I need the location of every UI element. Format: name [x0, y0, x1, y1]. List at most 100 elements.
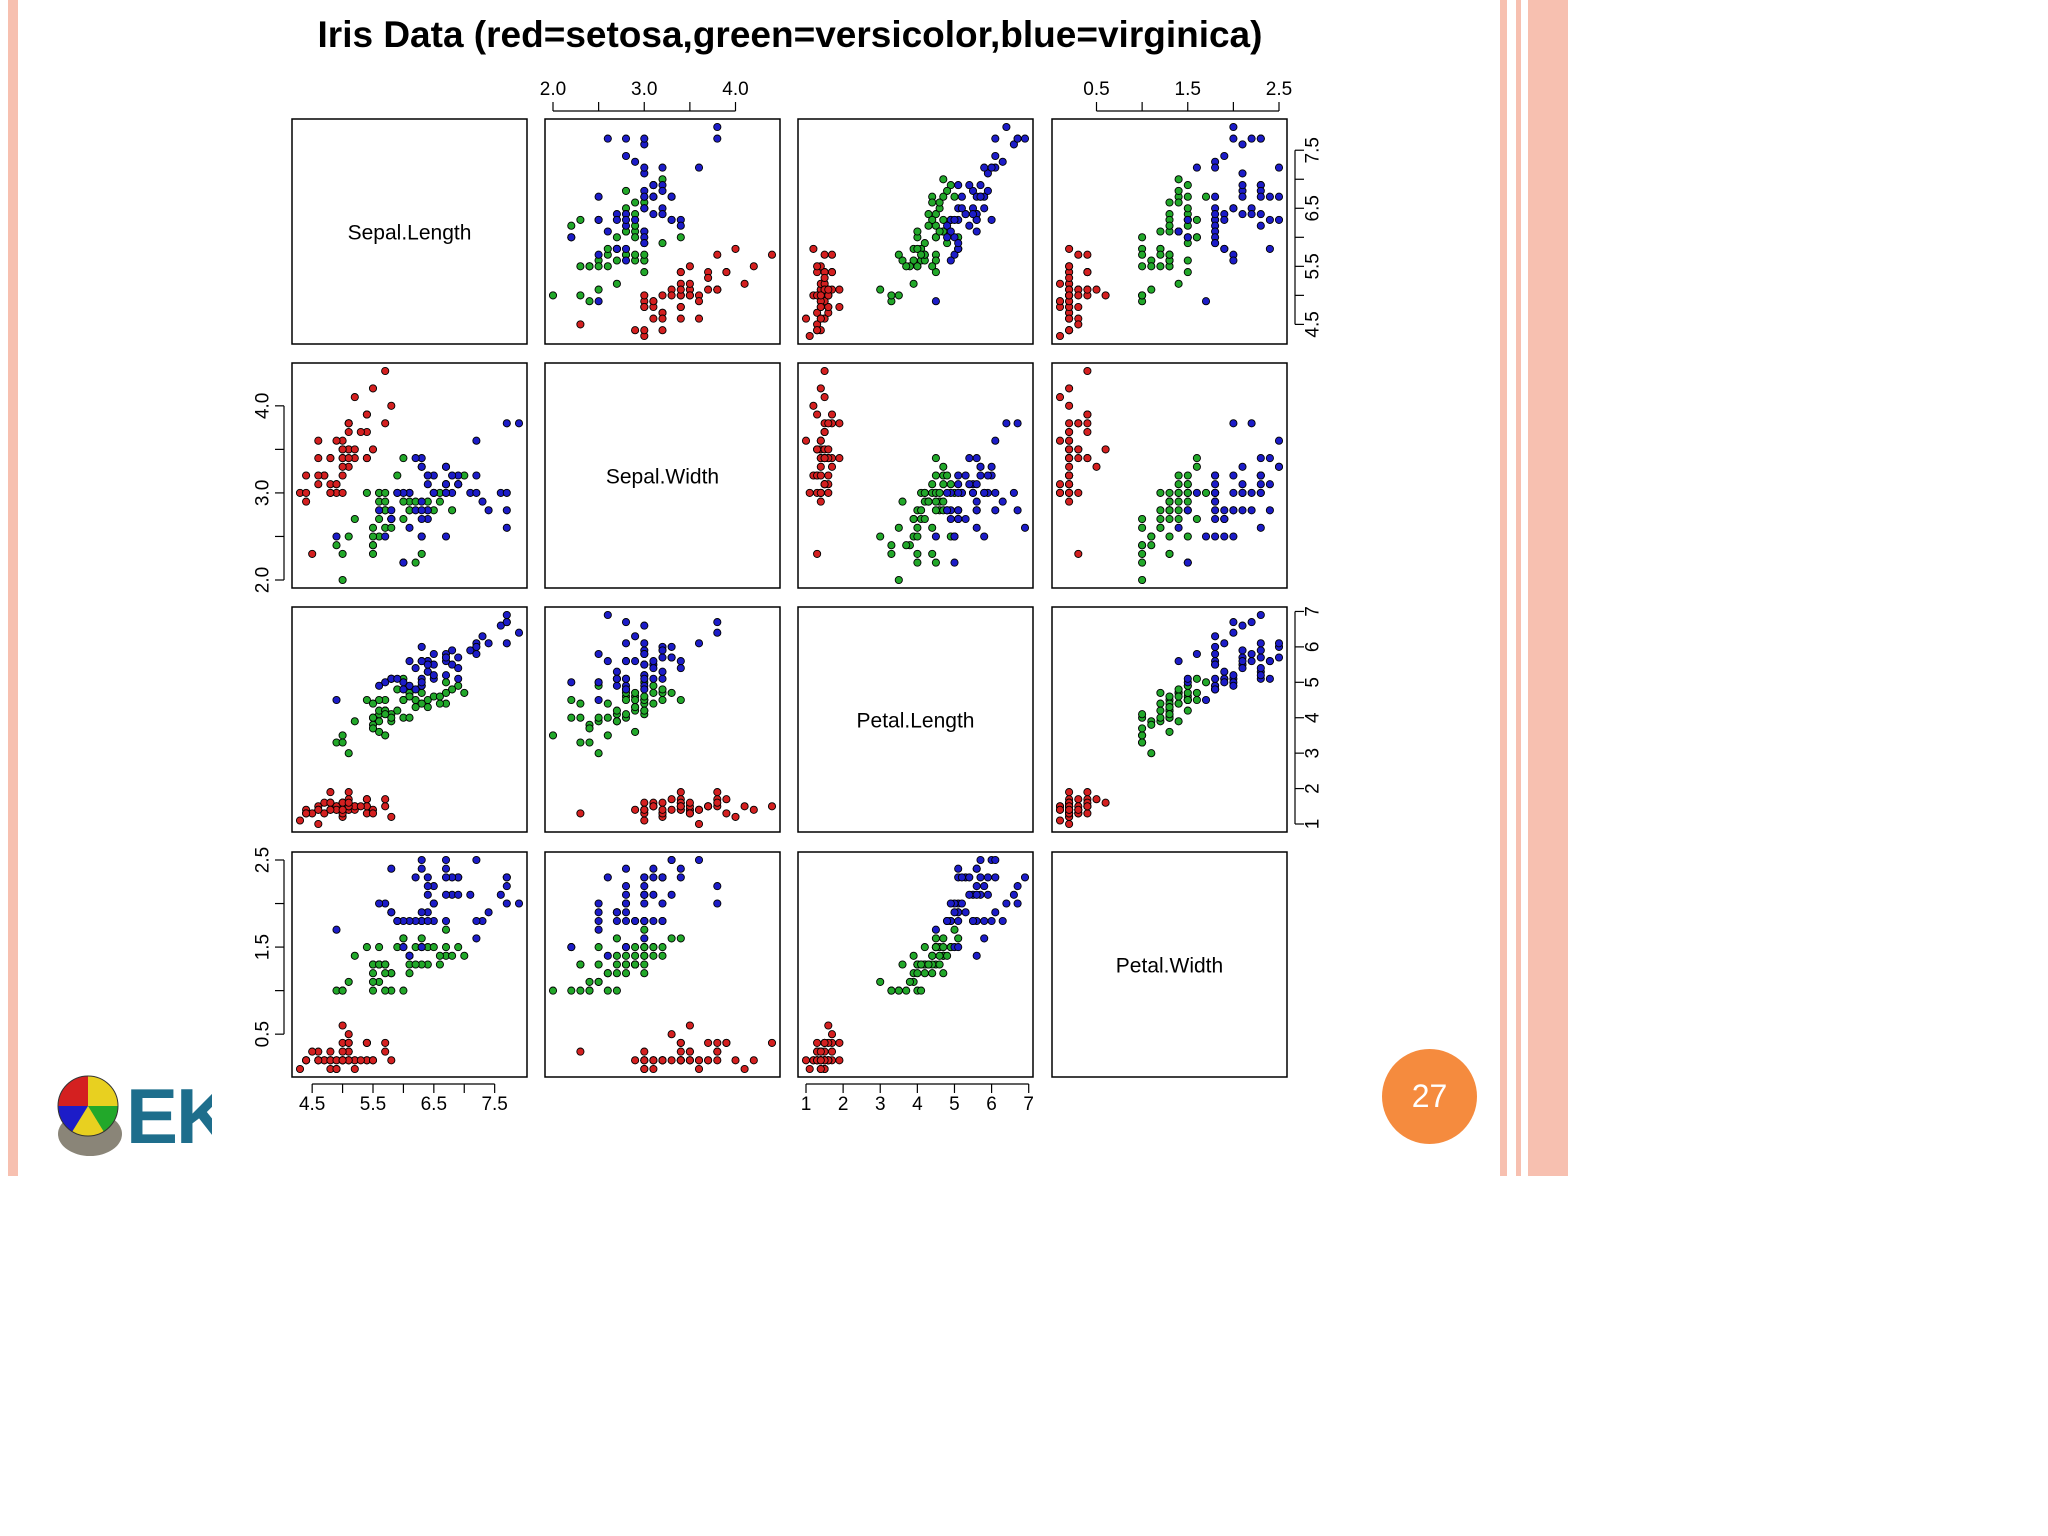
data-point-setosa [1074, 419, 1083, 428]
data-point-virginica [1256, 653, 1265, 662]
data-point-virginica [976, 471, 985, 480]
data-point-virginica [441, 653, 451, 662]
data-point-virginica [1256, 664, 1265, 673]
data-point-virginica [1274, 653, 1284, 662]
data-point-virginica [1013, 419, 1022, 428]
data-point-virginica [1256, 454, 1265, 463]
panel-frame [544, 118, 781, 345]
data-point-versicolor [935, 227, 944, 236]
data-point-virginica [472, 488, 481, 497]
data-point-setosa [631, 326, 640, 335]
data-point-setosa [314, 1056, 323, 1065]
data-point-versicolor [603, 244, 612, 253]
tick-label: 6.5 [1303, 195, 1324, 221]
data-point-virginica [1256, 221, 1265, 230]
tick-label: 7 [1023, 1094, 1034, 1115]
data-point-versicolor [405, 713, 414, 722]
data-point-setosa [295, 1064, 305, 1074]
data-point-setosa [649, 1064, 658, 1074]
data-point-virginica [998, 497, 1007, 506]
data-point-versicolor [393, 706, 402, 715]
data-point-versicolor [612, 960, 621, 969]
data-point-setosa [835, 454, 844, 463]
data-point-setosa [338, 471, 347, 480]
data-point-virginica [1274, 192, 1284, 201]
data-point-virginica [1211, 642, 1220, 651]
data-point-virginica [713, 134, 722, 143]
data-point-setosa [694, 1064, 704, 1074]
data-point-virginica [502, 873, 511, 882]
data-point-setosa [704, 285, 713, 294]
data-point-versicolor [876, 532, 885, 541]
data-point-virginica [1220, 678, 1229, 687]
data-point-virginica [496, 621, 505, 630]
data-point-versicolor [612, 986, 621, 995]
data-point-versicolor [898, 497, 907, 506]
data-point-virginica [658, 186, 667, 195]
data-point-virginica [472, 471, 481, 480]
data-point-versicolor [344, 977, 353, 986]
data-point-virginica [1229, 471, 1238, 480]
data-point-setosa [338, 805, 347, 814]
data-point-versicolor [902, 262, 911, 271]
data-point-virginica [649, 864, 658, 873]
data-point-virginica [1229, 628, 1238, 637]
data-point-versicolor [1138, 291, 1147, 300]
data-point-setosa [676, 268, 685, 277]
data-point-virginica [943, 506, 952, 515]
data-point-virginica [454, 674, 463, 683]
data-point-setosa [820, 273, 829, 282]
data-point-virginica [441, 864, 451, 873]
data-point-versicolor [435, 960, 444, 969]
data-point-virginica [472, 436, 481, 445]
data-point-virginica [972, 882, 981, 891]
data-point-setosa [676, 302, 685, 312]
data-point-versicolor [612, 256, 621, 265]
data-point-versicolor [1138, 250, 1147, 259]
data-point-virginica [441, 532, 451, 541]
data-point-versicolor [585, 977, 594, 986]
data-point-setosa [1101, 445, 1110, 454]
data-point-setosa [767, 802, 777, 811]
data-point-virginica [454, 653, 463, 662]
data-point-setosa [824, 1021, 833, 1030]
data-point-versicolor [411, 703, 420, 712]
data-point-versicolor [902, 986, 911, 995]
data-point-virginica [417, 642, 426, 651]
data-point-virginica [976, 181, 985, 190]
data-point-virginica [1247, 657, 1256, 666]
data-point-versicolor [917, 986, 926, 995]
data-point-virginica [1229, 532, 1238, 541]
data-point-versicolor [1174, 685, 1183, 694]
data-point-versicolor [362, 488, 371, 497]
data-point-setosa [1065, 262, 1074, 271]
data-point-versicolor [939, 192, 948, 201]
data-point-versicolor [939, 497, 948, 506]
data-point-versicolor [939, 934, 948, 943]
data-point-versicolor [381, 986, 390, 995]
data-point-virginica [405, 951, 414, 960]
data-point-versicolor [1174, 480, 1183, 489]
data-point-setosa [722, 809, 731, 818]
data-point-versicolor [594, 960, 603, 969]
data-point-setosa [694, 805, 704, 814]
data-point-setosa [1055, 480, 1065, 489]
data-point-virginica [441, 462, 451, 471]
data-point-setosa [704, 1038, 713, 1047]
data-point-setosa [332, 436, 341, 445]
data-point-virginica [1211, 497, 1220, 506]
data-point-virginica [631, 657, 640, 666]
data-point-setosa [631, 1056, 640, 1065]
data-point-setosa [816, 314, 825, 323]
data-point-versicolor [931, 256, 940, 265]
panel-frame [797, 362, 1034, 589]
data-point-virginica [658, 210, 667, 219]
data-point-versicolor [548, 291, 558, 300]
data-point-virginica [950, 250, 959, 259]
data-point-versicolor [939, 969, 948, 978]
data-point-virginica [1229, 618, 1238, 627]
data-point-setosa [1065, 384, 1074, 393]
data-point-virginica [332, 532, 341, 541]
data-point-virginica [621, 882, 631, 891]
right-decorative-stripe [1516, 0, 1521, 1176]
